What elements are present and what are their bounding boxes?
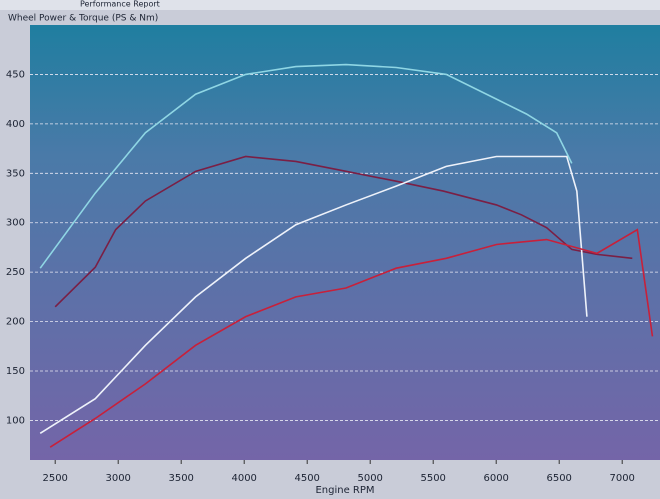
x-tick-label: 2500 — [42, 473, 67, 484]
series-line — [39, 155, 588, 434]
y-tick-label: 100 — [6, 415, 25, 426]
y-tick-label: 400 — [6, 119, 25, 130]
x-tick-label: 4500 — [294, 473, 319, 484]
x-tick-label: 6500 — [546, 473, 571, 484]
plot-area — [30, 25, 660, 460]
y-tick-label: 350 — [6, 168, 25, 179]
x-tick-label: 7000 — [609, 473, 634, 484]
y-tick-label: 450 — [6, 69, 25, 80]
tab-label[interactable]: Performance Report — [80, 0, 160, 9]
x-tick-label: 5000 — [357, 473, 382, 484]
y-tick-label: 250 — [6, 267, 25, 278]
x-tick-label: 4000 — [231, 473, 256, 484]
series-line — [54, 155, 633, 308]
x-axis-title: Engine RPM — [315, 485, 374, 495]
x-tick-label: 5500 — [420, 473, 445, 484]
y-tick-label: 200 — [6, 317, 25, 328]
x-tick-label: 6000 — [483, 473, 508, 484]
series-line — [39, 63, 573, 269]
y-tick-label: 150 — [6, 366, 25, 377]
x-tick-label: 3500 — [168, 473, 193, 484]
y-tick-label: 300 — [6, 218, 25, 229]
chart-title: Wheel Power & Torque (PS & Nm) — [8, 14, 158, 24]
tab-strip — [0, 0, 660, 10]
series-line — [49, 228, 654, 448]
x-tick-label: 3000 — [105, 473, 130, 484]
